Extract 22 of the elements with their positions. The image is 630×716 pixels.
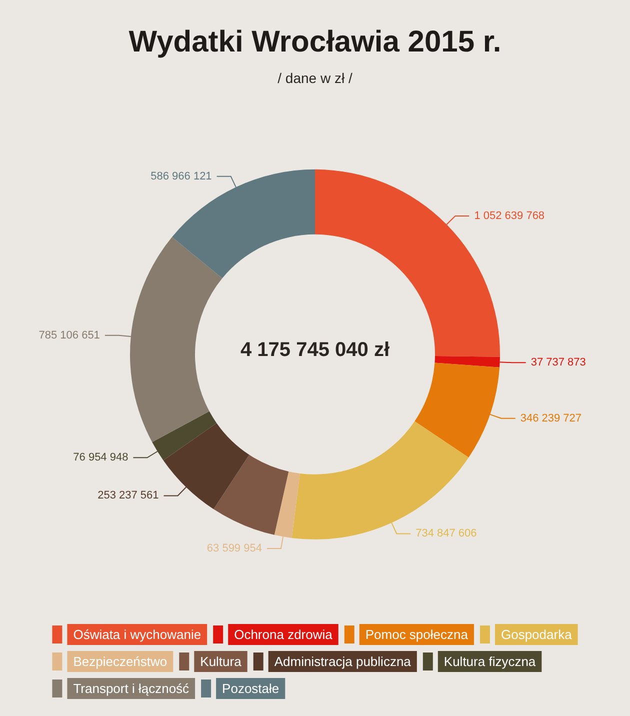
text: 4 175 745 040 zł xyxy=(240,339,390,361)
legend-label: Pozostałe xyxy=(222,681,280,696)
data-label: 63 599 954 xyxy=(206,542,262,554)
data-label: 346 239 727 xyxy=(520,412,582,424)
data-label: 734 847 606 xyxy=(416,528,477,540)
chart-title: Wydatki Wrocławia 2015 r. xyxy=(128,26,502,58)
data-label: 586 966 121 xyxy=(150,170,212,182)
legend-label: Administracja publiczna xyxy=(274,654,412,669)
data-label: 37 737 873 xyxy=(530,356,586,369)
legend-label: Gospodarka xyxy=(500,627,573,642)
data-label: 76 954 948 xyxy=(73,452,128,464)
legend-label: Transport i łączność xyxy=(73,681,190,696)
legend-label: Oświata i wychowanie xyxy=(73,627,202,642)
legend-label: Kultura fizyczna xyxy=(444,654,536,669)
legend-label: Pomoc społeczna xyxy=(365,627,469,642)
data-label: 1 052 639 768 xyxy=(474,210,545,222)
legend-label: Bezpieczeństwo xyxy=(73,654,168,669)
legend-label: Ochrona zdrowia xyxy=(234,627,334,642)
chart-subtitle: / dane w zł / xyxy=(278,70,352,86)
legend-label: Kultura xyxy=(200,654,242,669)
data-label: 253 237 561 xyxy=(98,490,159,502)
data-label: 785 106 651 xyxy=(38,329,100,342)
